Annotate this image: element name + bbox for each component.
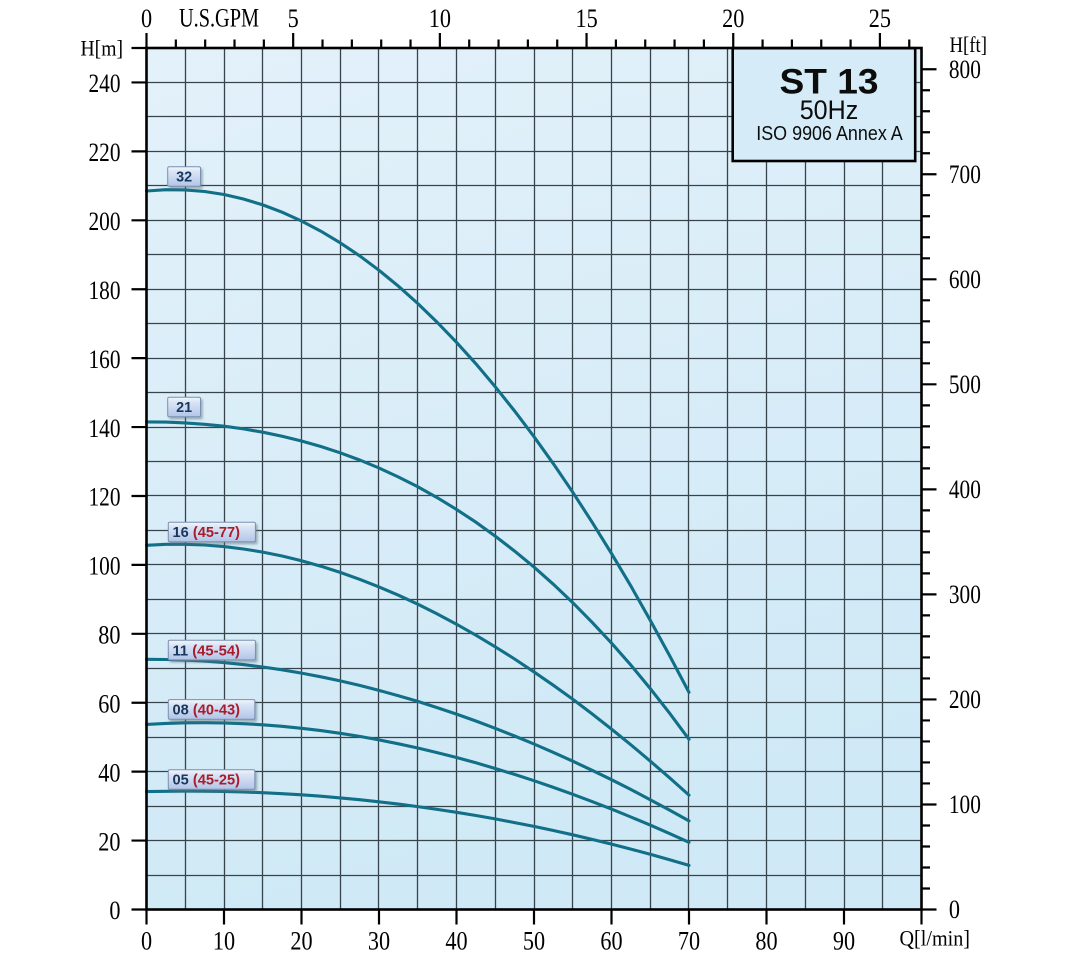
svg-text:400: 400 <box>949 475 981 504</box>
svg-text:500: 500 <box>949 370 981 399</box>
svg-text:0: 0 <box>141 927 152 956</box>
svg-text:15: 15 <box>576 4 598 33</box>
svg-text:0: 0 <box>141 4 152 33</box>
svg-text:700: 700 <box>949 160 981 189</box>
svg-text:Q[l/min]: Q[l/min] <box>900 926 971 951</box>
svg-text:30: 30 <box>368 927 390 956</box>
svg-text:60: 60 <box>98 689 120 718</box>
svg-text:80: 80 <box>755 927 777 956</box>
svg-text:ST 13: ST 13 <box>780 62 879 101</box>
svg-text:200: 200 <box>89 207 121 236</box>
svg-text:20: 20 <box>722 4 744 33</box>
svg-text:H[m]: H[m] <box>81 36 124 61</box>
svg-text:100: 100 <box>949 790 981 819</box>
svg-text:80: 80 <box>98 621 120 650</box>
svg-text:300: 300 <box>949 580 981 609</box>
svg-text:160: 160 <box>89 345 121 374</box>
svg-text:20: 20 <box>98 827 120 856</box>
svg-text:240: 240 <box>89 69 121 98</box>
svg-text:25: 25 <box>869 4 891 33</box>
svg-text:50Hz: 50Hz <box>800 95 859 125</box>
svg-text:H[ft]: H[ft] <box>950 32 988 57</box>
svg-text:32: 32 <box>176 169 192 186</box>
svg-text:140: 140 <box>89 414 121 443</box>
svg-text:90: 90 <box>833 927 855 956</box>
svg-text:200: 200 <box>949 685 981 714</box>
svg-text:0: 0 <box>949 895 960 924</box>
svg-text:05 (45-25): 05 (45-25) <box>173 772 241 789</box>
svg-text:0: 0 <box>109 896 120 925</box>
svg-text:5: 5 <box>288 4 299 33</box>
svg-text:100: 100 <box>89 552 121 581</box>
svg-text:40: 40 <box>445 927 467 956</box>
svg-text:16 (45-77): 16 (45-77) <box>173 524 241 541</box>
svg-text:ISO 9906 Annex A: ISO 9906 Annex A <box>756 122 903 145</box>
svg-text:40: 40 <box>98 758 120 787</box>
svg-text:10: 10 <box>213 927 235 956</box>
svg-text:11 (45-54): 11 (45-54) <box>173 642 241 659</box>
svg-text:220: 220 <box>89 138 121 167</box>
svg-text:21: 21 <box>176 399 192 416</box>
svg-text:70: 70 <box>678 927 700 956</box>
svg-text:800: 800 <box>949 55 981 84</box>
svg-text:10: 10 <box>429 4 451 33</box>
svg-text:180: 180 <box>89 276 121 305</box>
svg-text:08 (40-43): 08 (40-43) <box>173 702 241 719</box>
svg-text:U.S.GPM: U.S.GPM <box>179 4 259 33</box>
svg-text:20: 20 <box>290 927 312 956</box>
svg-text:60: 60 <box>600 927 622 956</box>
svg-text:120: 120 <box>89 483 121 512</box>
svg-text:600: 600 <box>949 265 981 294</box>
svg-text:50: 50 <box>523 927 545 956</box>
